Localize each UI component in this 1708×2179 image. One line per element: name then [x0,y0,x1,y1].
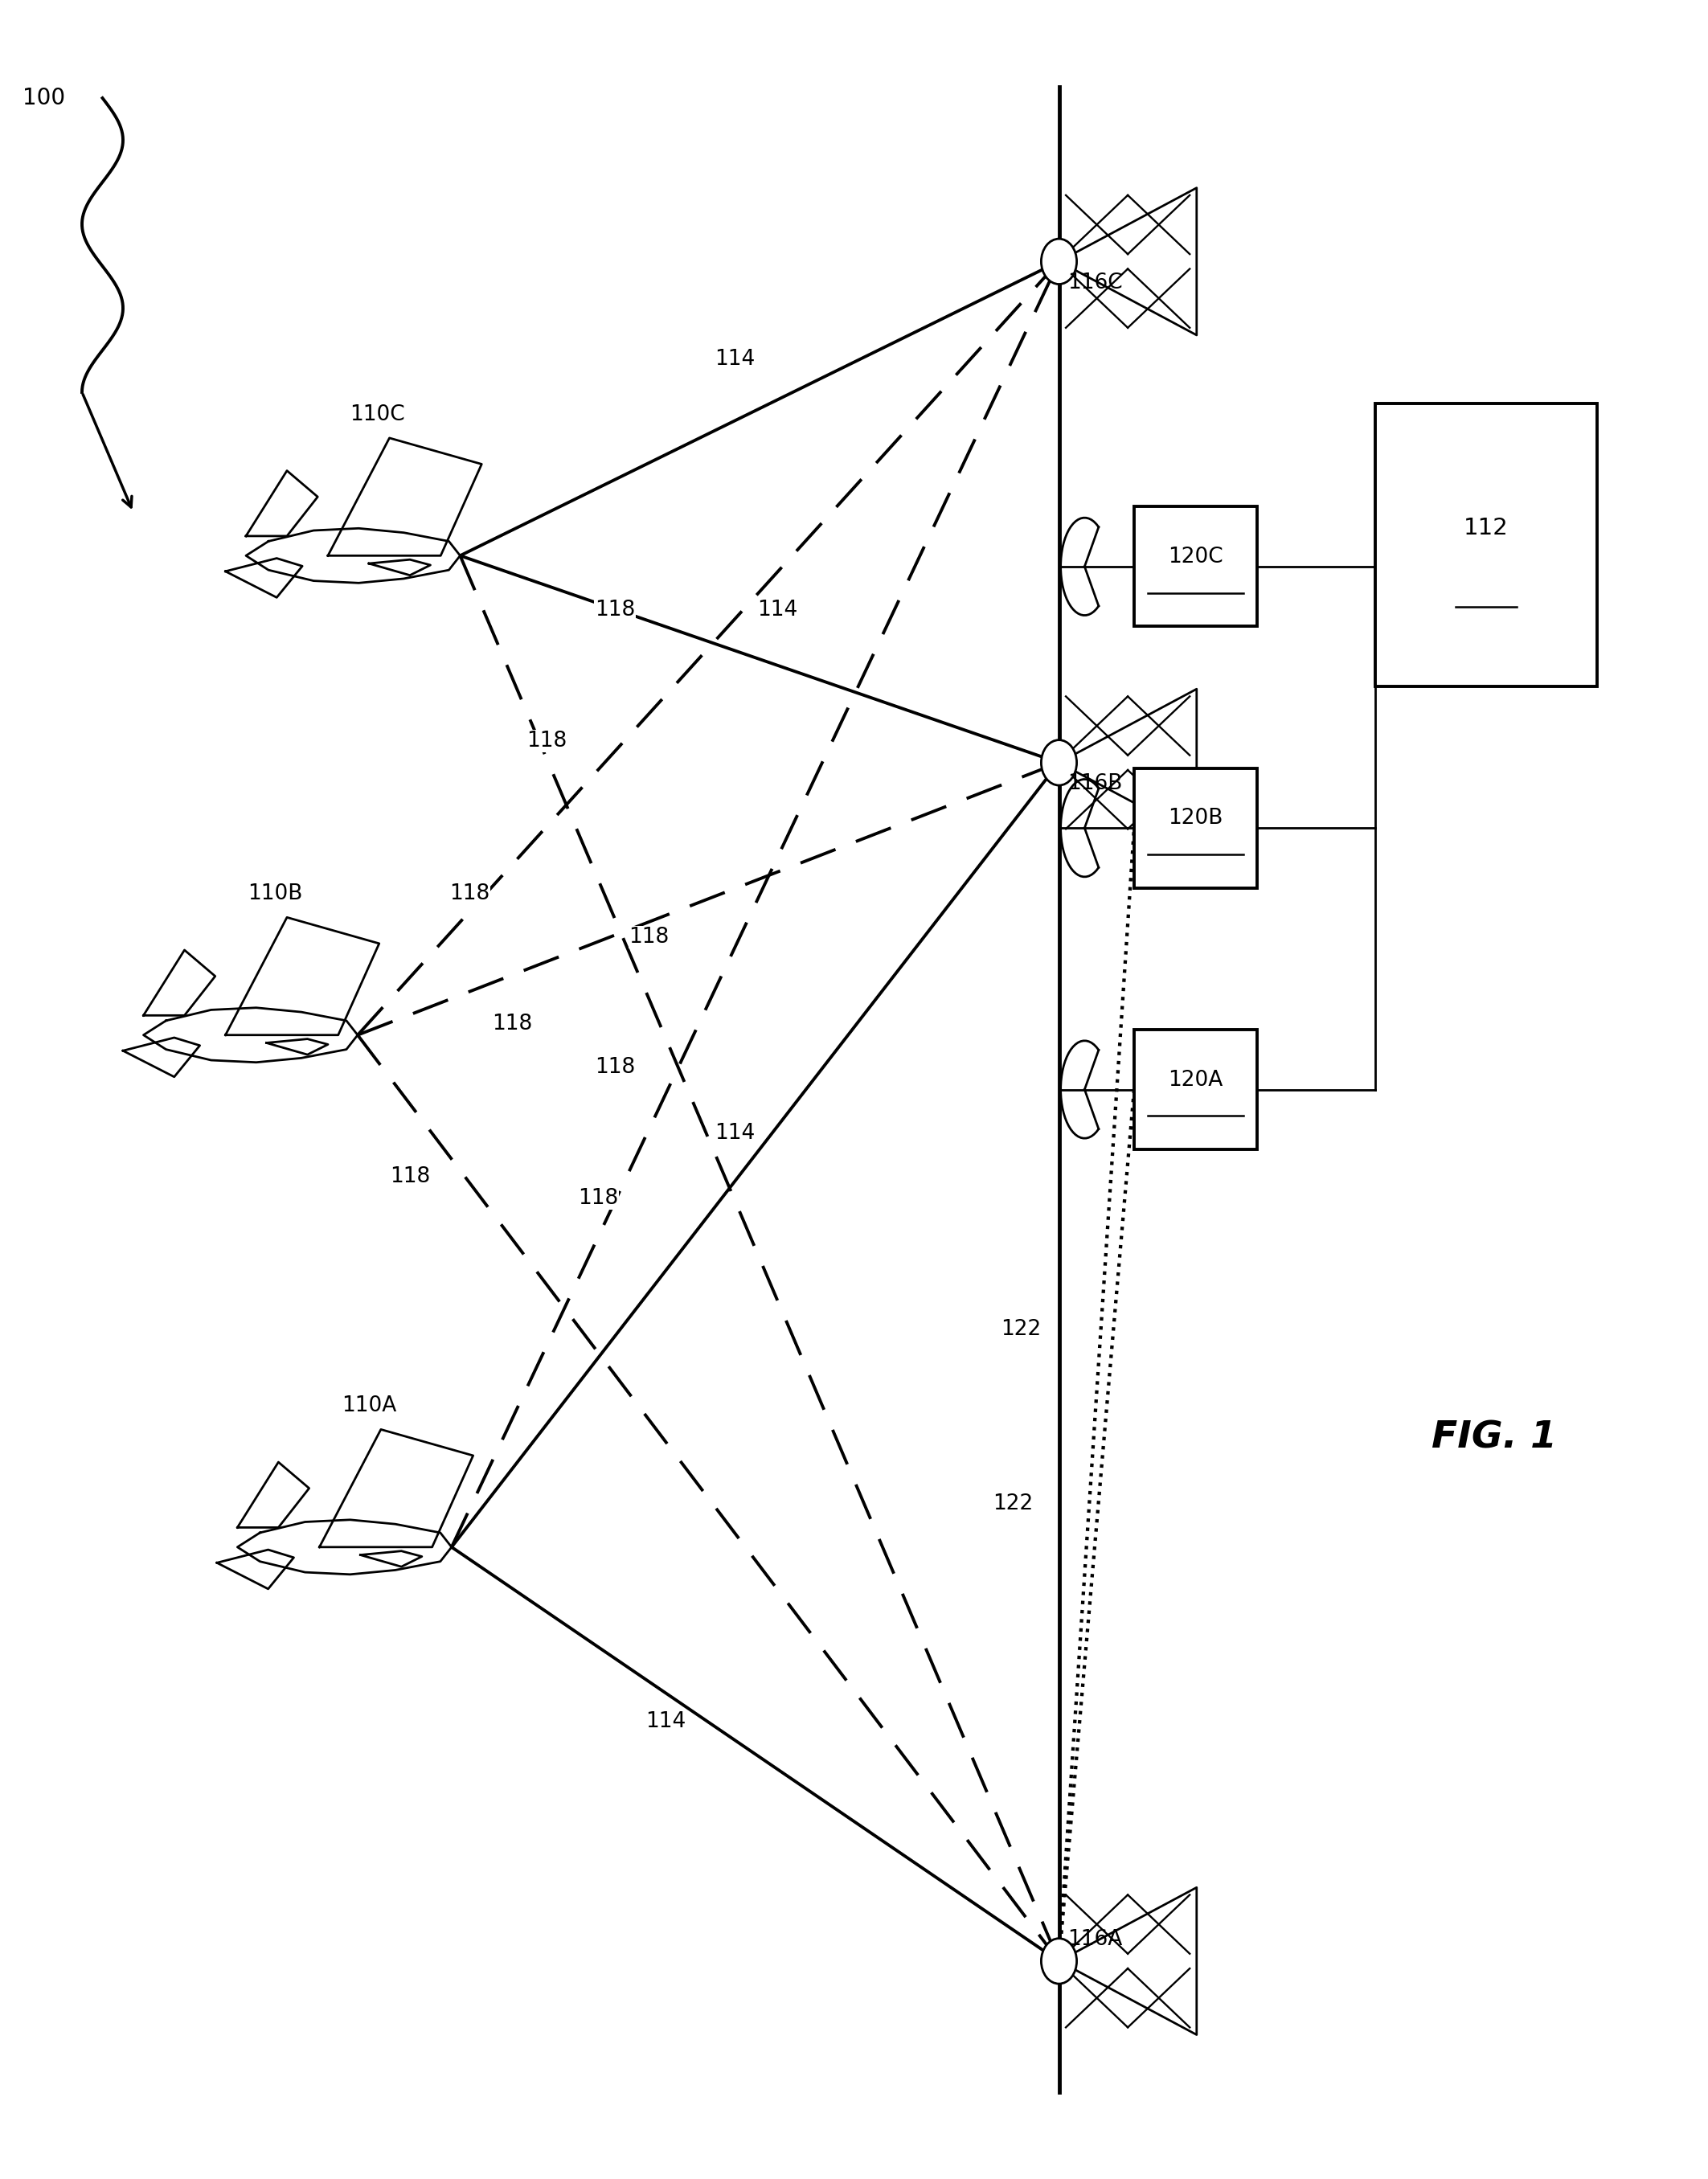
Polygon shape [225,558,302,597]
Polygon shape [1059,187,1197,336]
Polygon shape [328,438,482,556]
Circle shape [1042,1939,1076,1983]
Polygon shape [246,471,318,536]
Polygon shape [1059,689,1197,837]
Text: 118: 118 [577,1188,618,1209]
Text: 114: 114 [646,1711,687,1732]
Polygon shape [1059,1887,1197,2035]
Circle shape [1042,240,1076,283]
Bar [1134,767,1257,887]
Polygon shape [225,917,379,1035]
Text: 116C: 116C [1068,272,1122,294]
Text: 122: 122 [1001,1318,1042,1340]
Text: 110B: 110B [248,882,302,904]
Text: 118: 118 [594,1057,635,1079]
Text: 120B: 120B [1168,808,1223,828]
Text: 112: 112 [1464,516,1508,538]
Polygon shape [217,1549,294,1588]
Text: 120A: 120A [1168,1070,1223,1090]
Text: 100: 100 [22,87,65,109]
Text: 118: 118 [449,882,490,904]
Polygon shape [369,560,430,575]
Text: 118: 118 [629,926,670,948]
Text: 114: 114 [714,1122,755,1144]
Text: 114: 114 [714,349,755,370]
Polygon shape [237,1519,451,1575]
Polygon shape [246,527,459,584]
Text: 122: 122 [992,1493,1033,1514]
Text: FIG. 1: FIG. 1 [1431,1421,1558,1456]
Text: 118: 118 [594,599,635,621]
Polygon shape [123,1037,200,1076]
Polygon shape [143,1007,357,1063]
Text: 110A: 110A [342,1395,396,1416]
Polygon shape [360,1551,422,1567]
Bar [1134,506,1257,628]
Bar [1134,1028,1257,1151]
Circle shape [1042,741,1076,784]
Text: 116B: 116B [1068,774,1122,795]
Polygon shape [237,1462,309,1527]
Text: 110C: 110C [350,403,405,425]
Text: 120C: 120C [1168,547,1223,567]
Bar [1375,403,1597,686]
Polygon shape [319,1429,473,1547]
Text: 116A: 116A [1068,1928,1122,1950]
Polygon shape [266,1039,328,1055]
Polygon shape [143,950,215,1015]
Text: 118: 118 [526,730,567,752]
Text: 118: 118 [492,1013,533,1035]
Text: 114: 114 [757,599,798,621]
Text: 118: 118 [389,1166,430,1188]
